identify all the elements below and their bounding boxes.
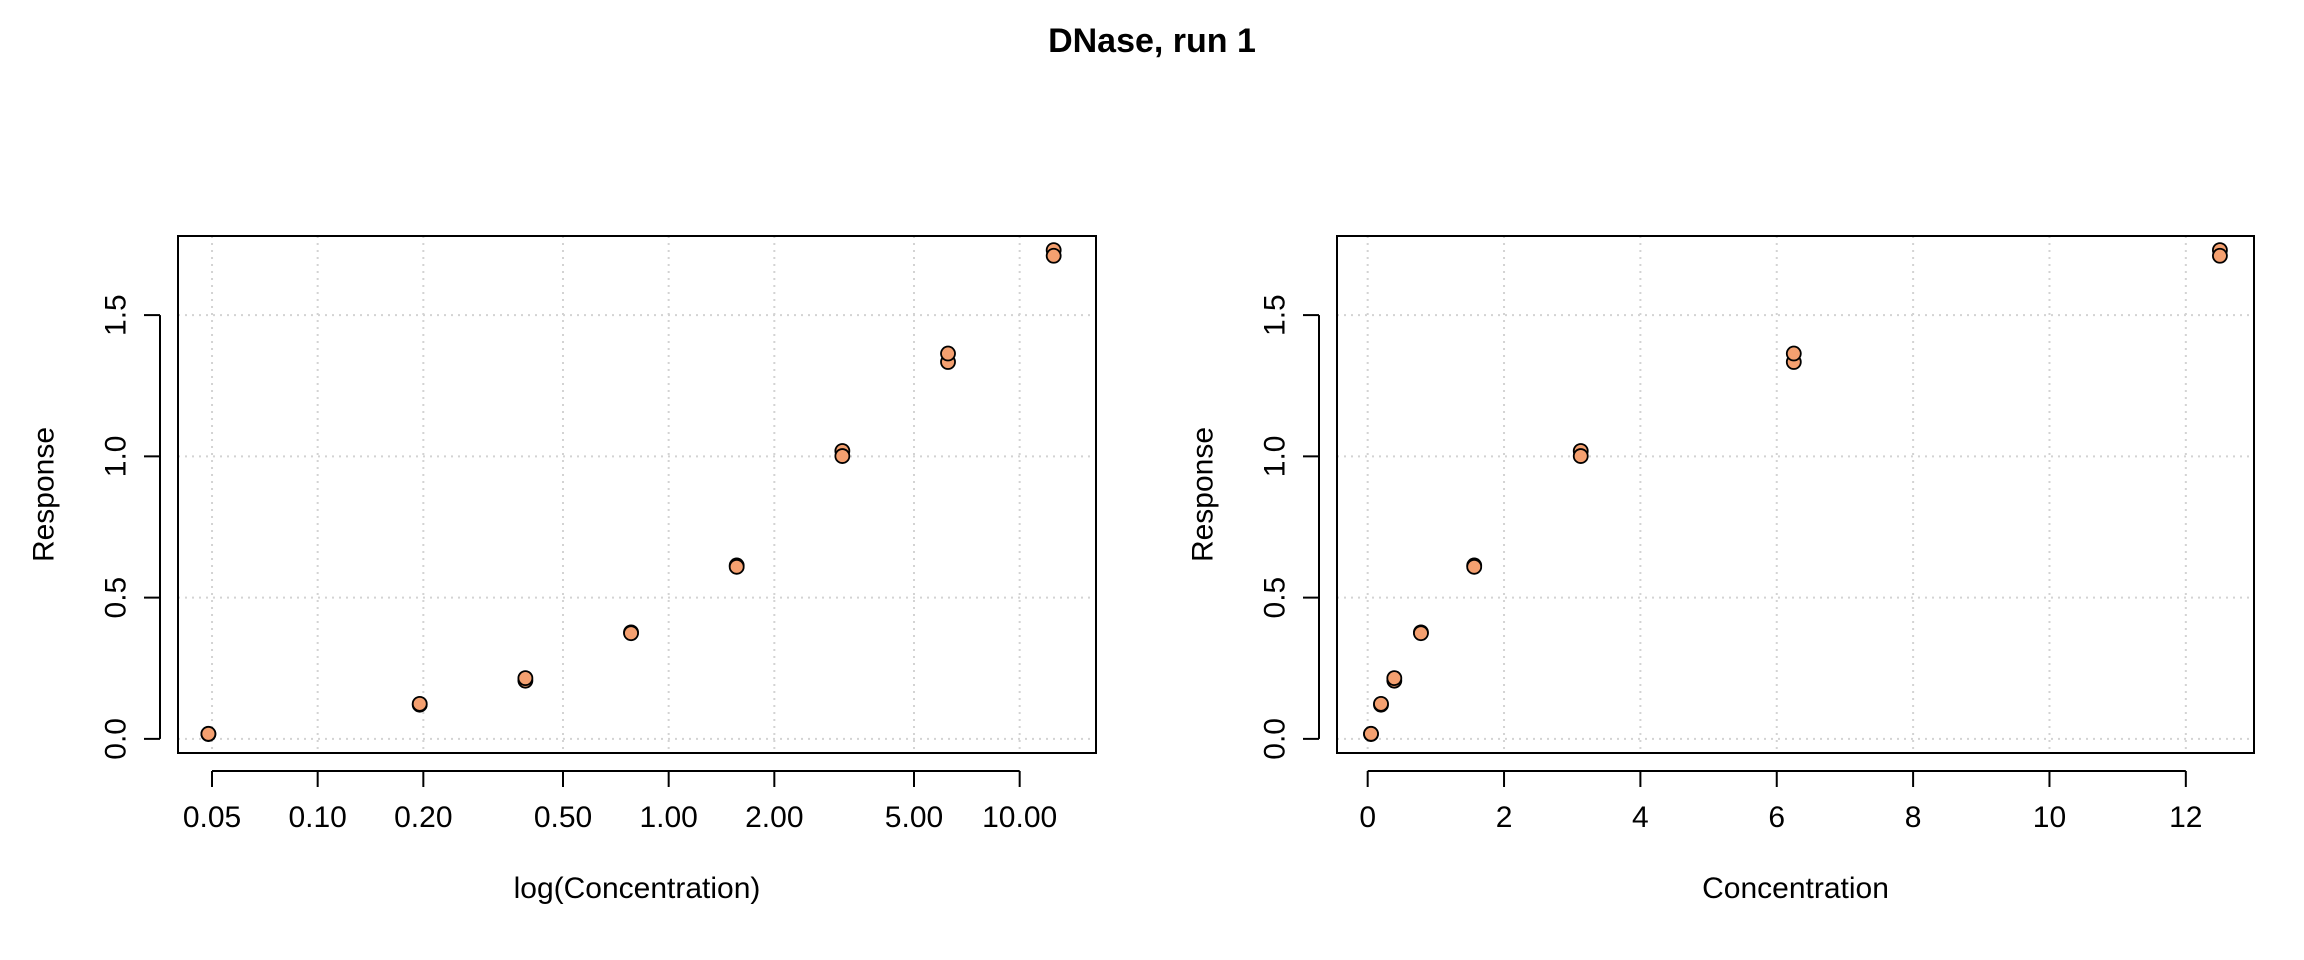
x-tick-label: 4 [1632, 801, 1649, 834]
data-point [728, 558, 745, 575]
x-tick-label: 2 [1496, 801, 1513, 834]
y-tick-label: 1.5 [1259, 294, 1292, 336]
data-point [2212, 247, 2228, 264]
x-tick-label: 8 [1905, 801, 1922, 834]
x-tick-label: 2.00 [745, 801, 803, 834]
y-axis-label: Response [28, 427, 61, 562]
x-axis-label: log(Concentration) [514, 872, 761, 905]
x-tick-label: 0 [1359, 801, 1376, 834]
data-point [1466, 558, 1483, 575]
x-tick-label: 1.00 [639, 801, 697, 834]
plot-frame [177, 235, 1097, 754]
data-point [1373, 695, 1389, 712]
y-tick-label: 0.5 [1259, 577, 1292, 619]
left-panel: 0.05 0.10 0.20 0.50 1.00 2.00 5.00 10.00 0.0 0.5 1… [28, 235, 1097, 905]
x-tick-label: 0.10 [288, 801, 346, 834]
data-point [940, 345, 956, 362]
data-point [1386, 670, 1403, 687]
x-tick-label: 6 [1768, 801, 1785, 834]
data-point [1785, 345, 1802, 362]
data-point [517, 670, 534, 687]
x-tick-label: 5.00 [885, 801, 943, 834]
data-point [623, 625, 639, 642]
data-point [411, 695, 428, 712]
data-point [200, 725, 217, 742]
x-axis-label: Concentration [1702, 872, 1889, 905]
y-tick-label: 0.5 [100, 577, 133, 619]
x-tick-label: 12 [2169, 801, 2202, 834]
data-point [834, 448, 851, 464]
y-tick-label: 0.0 [1259, 718, 1292, 760]
x-tick-label: 0.20 [394, 801, 452, 834]
data-point [1572, 448, 1589, 464]
y-tick-label: 1.0 [100, 436, 133, 478]
data-point [1363, 725, 1379, 742]
y-tick-label: 0.0 [100, 718, 133, 760]
figure-title: DNase, run 1 [1048, 22, 1256, 60]
plot-frame [1336, 235, 2255, 754]
y-tick-label: 1.0 [1259, 436, 1292, 478]
data-point [1413, 625, 1429, 642]
x-tick-label: 10.00 [982, 801, 1057, 834]
x-tick-label: 0.50 [534, 801, 592, 834]
right-panel: 0 2 4 6 8 10 12 0.0 0.5 1.0 1.5 Concentration Respon… [1187, 235, 2255, 905]
y-tick-label: 1.5 [100, 294, 133, 336]
y-axis-label: Response [1187, 427, 1220, 562]
x-tick-label: 10 [2033, 801, 2066, 834]
x-tick-label: 0.05 [183, 801, 241, 834]
data-point [1045, 247, 1062, 264]
